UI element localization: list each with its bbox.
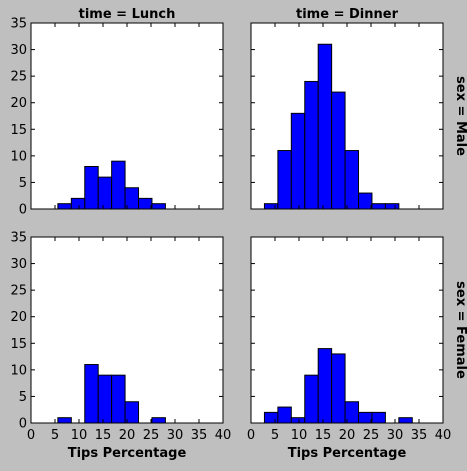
histogram-bar [371,203,386,210]
histogram-bar [57,417,72,424]
x-tick-label: 35 [411,428,428,443]
histogram-bar [317,348,333,424]
x-axis-label: Tips Percentage [68,446,187,461]
x-tick-label: 30 [167,428,184,443]
x-tick-label: 15 [95,428,112,443]
panel-background [31,237,223,423]
y-tick-label: 30 [10,43,27,58]
facet-panel-lunch-female: 0 5 10 15 20 25 30 35 0 5 10 15 20 25 30 35 40 Tips Perce… [10,231,231,462]
x-tick-label: 25 [143,428,160,443]
x-tick-label: 25 [363,428,380,443]
histogram-bar [263,411,279,424]
histogram-bar [97,176,113,210]
y-tick-label: 20 [10,310,27,325]
y-tick-label: 30 [10,257,27,272]
histogram-bar [290,417,306,424]
x-axis-label: Tips Percentage [288,446,407,461]
histogram-bar [344,150,360,210]
x-tick-label: 35 [191,428,208,443]
y-tick-label: 15 [10,337,27,352]
histogram-bar [331,91,346,210]
facet-panel-lunch-male: 0 5 10 15 20 25 30 35 time = Lunch [10,7,224,218]
histogram-bar [358,192,373,210]
histogram-bar [97,374,113,424]
histogram-bar [384,203,400,210]
histogram-bar [57,203,72,210]
x-tick-label: 30 [387,428,404,443]
y-tick-label: 25 [10,284,27,299]
x-tick-label: 20 [339,428,356,443]
y-tick-label: 35 [10,231,27,246]
x-tick-label: 20 [119,428,136,443]
histogram-bar [111,160,126,210]
row-title: sex = Female [453,281,467,379]
histogram-bar [277,406,292,424]
histogram-bar [277,150,292,210]
histogram-bar [331,353,346,424]
y-tick-label: 15 [10,123,27,138]
x-tick-label: 5 [51,428,59,443]
y-tick-label: 0 [19,203,27,218]
histogram-bar [151,203,166,210]
x-tick-label: 40 [215,428,232,443]
histogram-bar [84,364,99,424]
x-tick-label: 10 [291,428,308,443]
y-tick-label: 25 [10,70,27,85]
y-tick-label: 5 [19,390,27,405]
panel-background [31,23,223,209]
x-tick-label: 40 [435,428,452,443]
column-title: time = Lunch [79,7,176,22]
histogram-bar [304,374,319,424]
y-tick-label: 10 [10,149,27,164]
x-tick-label: 10 [71,428,88,443]
row-title: sex = Male [453,76,467,156]
histogram-bar [358,411,373,424]
histogram-bar [290,112,306,210]
y-tick-label: 0 [19,417,27,432]
histogram-bar [263,203,279,210]
facet-panel-dinner-male: time = Dinner sex = Male [250,7,467,210]
histogram-bar [317,43,333,210]
y-tick-label: 20 [10,96,27,111]
x-tick-label: 0 [27,428,35,443]
y-tick-label: 35 [10,17,27,32]
x-tick-label: 5 [271,428,279,443]
histogram-bar [84,165,99,210]
histogram-bar [371,411,386,424]
facet-panel-dinner-female: 0 5 10 15 20 25 30 35 40 sex = Female Tips Percent… [247,236,467,461]
x-tick-label: 15 [315,428,332,443]
histogram-bar [70,197,86,210]
histogram-bar [304,80,319,210]
histogram-bar [398,417,413,424]
column-title: time = Dinner [296,7,399,22]
histogram-bar [111,374,126,424]
x-tick-label: 0 [247,428,255,443]
panel-background [251,237,443,423]
histogram-bar [138,197,153,210]
histogram-bar [151,417,166,424]
y-tick-label: 10 [10,363,27,378]
y-tick-label: 5 [19,176,27,191]
